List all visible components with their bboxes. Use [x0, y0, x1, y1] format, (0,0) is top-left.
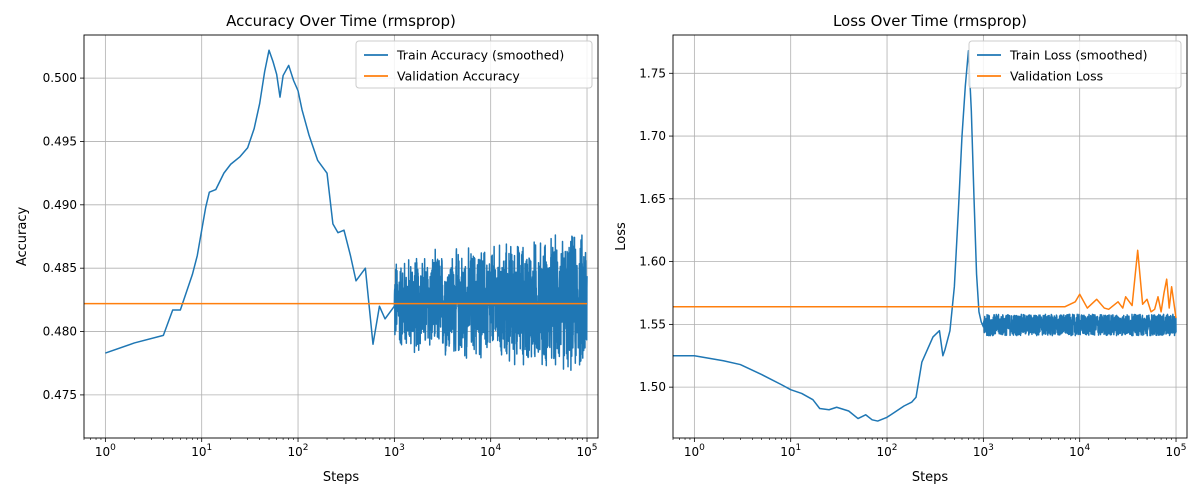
y-tick-label: 1.60	[639, 255, 666, 269]
x-tick-label: 101	[191, 443, 212, 459]
legend: Train Loss (smoothed) Validation Loss	[968, 40, 1182, 89]
y-tick-label: 0.495	[43, 134, 77, 148]
legend-box	[355, 40, 593, 89]
legend-label-0: Train Accuracy (smoothed)	[396, 48, 564, 63]
legend-label-0: Train Loss (smoothed)	[1009, 48, 1148, 63]
series-line-0	[105, 49, 588, 371]
y-tick-label: 1.65	[639, 192, 666, 206]
axes-frame	[83, 34, 599, 439]
y-axis-label: Accuracy	[15, 207, 30, 267]
x-tick-label: 100	[684, 443, 705, 459]
x-tick-label: 103	[973, 443, 994, 459]
y-axis-label: Loss	[614, 222, 629, 251]
x-tick-label: 104	[480, 443, 501, 459]
x-tick-label: 100	[95, 443, 116, 459]
x-tick-label: 102	[288, 443, 309, 459]
chart-panel-1: 100 101 102 103 104 105 1.50 1.55 1.60 1.65 1.70 1.…	[614, 12, 1188, 485]
chart-title: Accuracy Over Time (rmsprop)	[226, 12, 456, 30]
plot-area	[84, 49, 588, 371]
x-tick-label: 103	[384, 443, 405, 459]
legend-box	[968, 40, 1182, 89]
x-tick-label: 104	[1069, 443, 1090, 459]
x-tick-label: 101	[780, 443, 801, 459]
y-tick-label: 0.490	[43, 198, 77, 212]
y-tick-label: 0.480	[43, 325, 77, 339]
chart-panel-0: 100 101 102 103 104 105 0.475 0.480 0.485 0.490 0.…	[15, 12, 599, 485]
y-tick-label: 0.500	[43, 71, 77, 85]
y-tick-label: 0.485	[43, 261, 77, 275]
series-line-0	[673, 49, 1177, 422]
legend-label-1: Validation Loss	[1010, 69, 1103, 84]
y-tick-label: 0.475	[43, 388, 77, 402]
axes-frame	[672, 34, 1188, 439]
y-tick-label: 1.75	[639, 66, 666, 80]
legend-label-1: Validation Accuracy	[397, 69, 520, 84]
x-tick-label: 105	[1166, 443, 1187, 459]
x-axis-label: Steps	[912, 470, 949, 485]
legend: Train Accuracy (smoothed) Validation Accu…	[355, 40, 593, 89]
chart-title: Loss Over Time (rmsprop)	[833, 12, 1027, 30]
x-tick-label: 105	[577, 443, 598, 459]
y-tick-label: 1.55	[639, 317, 666, 331]
plot-area	[673, 49, 1177, 422]
y-tick-label: 1.70	[639, 129, 666, 143]
x-axis-label: Steps	[323, 470, 360, 485]
x-tick-label: 102	[877, 443, 898, 459]
series-line-1	[673, 249, 1177, 319]
y-tick-label: 1.50	[639, 380, 666, 394]
